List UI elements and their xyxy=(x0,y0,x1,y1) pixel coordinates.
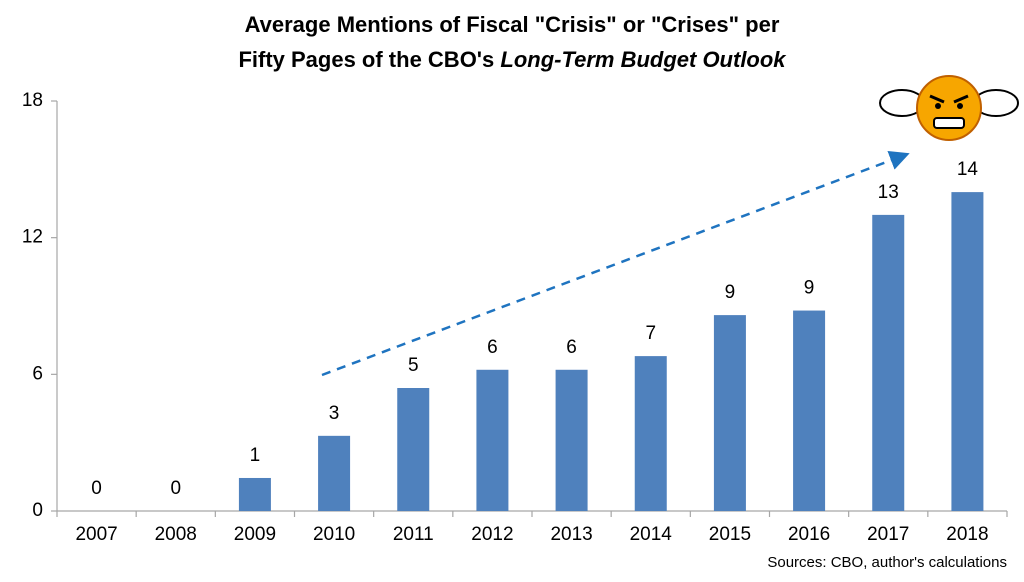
data-label: 1 xyxy=(250,445,261,466)
x-tick-label: 2012 xyxy=(471,524,513,545)
source-note: Sources: CBO, author's calculations xyxy=(767,554,1007,571)
bar xyxy=(713,315,746,511)
bar xyxy=(318,435,351,511)
bar xyxy=(555,369,588,511)
trend-arrow xyxy=(321,150,910,377)
title-line: Average Mentions of Fiscal "Crisis" or "… xyxy=(245,12,780,37)
data-label: 5 xyxy=(408,355,419,376)
x-tick-label: 2018 xyxy=(946,524,988,545)
y-tick-label: 18 xyxy=(22,90,43,111)
bar xyxy=(476,369,509,511)
x-tick-label: 2017 xyxy=(867,524,909,545)
bar xyxy=(793,310,826,511)
data-label: 6 xyxy=(566,337,577,358)
bar xyxy=(238,477,271,511)
chart-title: Average Mentions of Fiscal "Crisis" or "… xyxy=(245,12,780,37)
data-label: 13 xyxy=(878,182,899,203)
x-tick-label: 2010 xyxy=(313,524,355,545)
x-tick-label: 2008 xyxy=(155,524,197,545)
bar xyxy=(634,356,667,511)
x-tick-label: 2014 xyxy=(630,524,673,545)
data-label: 3 xyxy=(329,403,340,424)
y-tick-label: 12 xyxy=(22,227,43,248)
data-label: 0 xyxy=(170,478,181,499)
y-tick-label: 6 xyxy=(32,363,43,384)
data-label: 9 xyxy=(804,278,815,299)
x-tick-label: 2007 xyxy=(75,524,117,545)
title-italic: Long-Term Budget Outlook xyxy=(500,47,787,72)
bar xyxy=(872,214,905,511)
bar xyxy=(951,192,984,511)
data-label: 9 xyxy=(725,282,736,303)
data-label: 7 xyxy=(645,323,656,344)
y-tick-label: 0 xyxy=(32,500,43,521)
x-tick-label: 2016 xyxy=(788,524,830,545)
title-line: Fifty Pages of the CBO's xyxy=(238,47,500,72)
x-tick-label: 2015 xyxy=(709,524,751,545)
angry-emoji xyxy=(879,75,1019,141)
bar xyxy=(397,388,430,511)
data-label: 14 xyxy=(957,159,979,180)
data-label: 6 xyxy=(487,337,498,358)
data-label: 0 xyxy=(91,478,102,499)
x-tick-label: 2011 xyxy=(393,524,434,545)
x-tick-label: 2013 xyxy=(550,524,592,545)
chart-title: Fifty Pages of the CBO's Long-Term Budge… xyxy=(238,47,787,72)
x-tick-label: 2009 xyxy=(234,524,276,545)
